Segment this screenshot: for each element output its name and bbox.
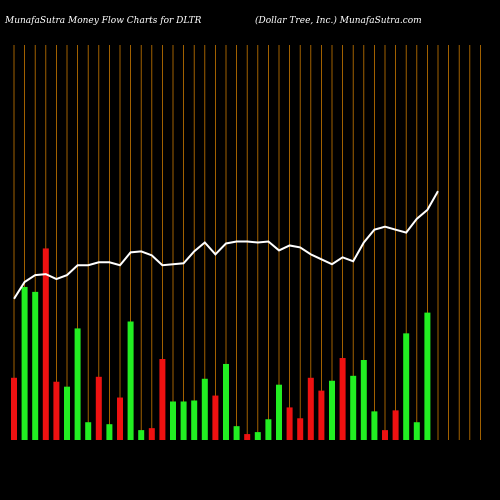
bar (297, 418, 304, 440)
bar (254, 432, 261, 440)
bar (21, 286, 28, 440)
bar (64, 386, 70, 440)
bar (371, 411, 378, 440)
bar (212, 395, 219, 440)
bar (307, 377, 314, 440)
chart-title: MunafaSutra Money Flow Charts for DLTR (4, 16, 202, 26)
bar (159, 359, 166, 440)
bar (53, 381, 60, 440)
bar (382, 430, 388, 440)
bar (276, 384, 282, 440)
bar (127, 321, 134, 440)
bar (265, 419, 272, 440)
bar (339, 358, 346, 440)
price-line (13, 190, 439, 300)
bar (170, 401, 176, 440)
bar (360, 360, 367, 440)
bar (201, 378, 208, 440)
bar (42, 248, 49, 440)
bar (329, 380, 335, 440)
chart-subtitle: (Dollar Tree, Inc.) MunafaSutra.com (255, 15, 422, 26)
bar (392, 410, 399, 440)
bar (74, 328, 81, 440)
bar (413, 422, 420, 440)
bar (106, 424, 113, 440)
bar (424, 312, 431, 440)
bar (318, 390, 325, 440)
bar (403, 333, 410, 440)
bar (180, 401, 187, 440)
bar (148, 428, 155, 440)
bar (233, 426, 240, 440)
bar (32, 291, 39, 440)
bar (286, 407, 293, 440)
bar (85, 422, 92, 440)
money-flow-bars (11, 248, 431, 440)
bar (191, 400, 198, 440)
bar (95, 376, 102, 440)
bar (244, 434, 251, 440)
bar (138, 430, 145, 440)
bar (223, 363, 229, 440)
bar (350, 375, 357, 440)
bar (117, 397, 123, 440)
bar (11, 377, 17, 440)
